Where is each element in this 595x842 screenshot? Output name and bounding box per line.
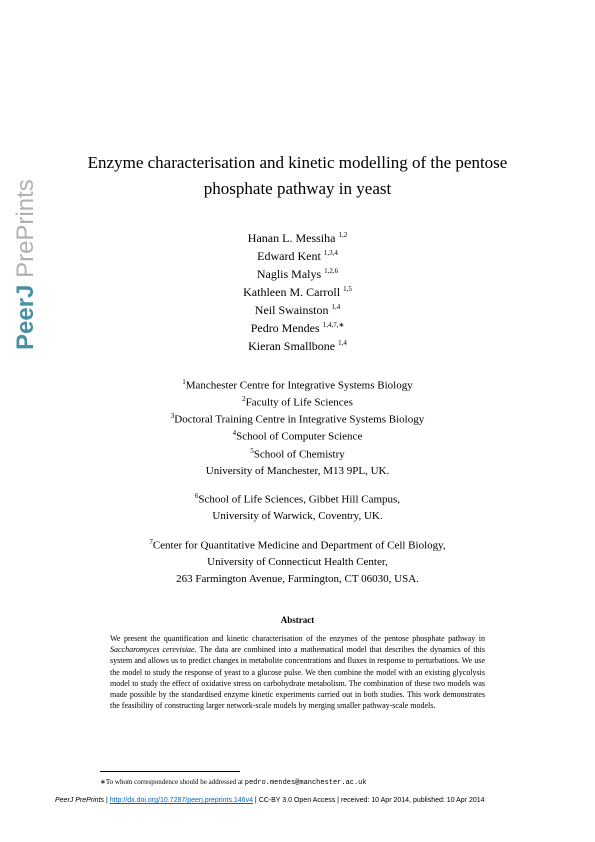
affil-line: 6School of Life Sciences, Gibbet Hill Ca…: [80, 491, 515, 508]
author: Kathleen M. Carroll 1,5: [80, 283, 515, 301]
correspondence-footnote: ∗To whom correspondence should be addres…: [100, 778, 367, 787]
journal-name: PeerJ PrePrints: [55, 797, 104, 804]
affil-line: University of Warwick, Coventry, UK.: [80, 508, 515, 525]
affil-line: University of Connecticut Health Center,: [80, 554, 515, 571]
doi-link[interactable]: http://dx.doi.org/10.7287/peerj.preprint…: [110, 797, 253, 804]
affil-line: 5School of Chemistry: [80, 446, 515, 463]
affil-line: 3Doctoral Training Centre in Integrative…: [80, 411, 515, 428]
author: Neil Swainston 1,4: [80, 301, 515, 319]
affil-line: 7Center for Quantitative Medicine and De…: [80, 537, 515, 554]
received-date: received: 10 Apr 2014: [341, 797, 409, 804]
published-date: published: 10 Apr 2014: [413, 797, 485, 804]
author: Hanan L. Messiha 1,2: [80, 229, 515, 247]
affil-line: 4School of Computer Science: [80, 428, 515, 445]
affil-group: 1Manchester Centre for Integrative Syste…: [80, 377, 515, 479]
affil-line: 263 Farmington Avenue, Farmington, CT 06…: [80, 571, 515, 588]
affil-group: 6School of Life Sciences, Gibbet Hill Ca…: [80, 491, 515, 525]
paper-title: Enzyme characterisation and kinetic mode…: [80, 150, 515, 201]
author: Naglis Malys 1,2,6: [80, 265, 515, 283]
correspondence-email: pedro.mendes@manchester.ac.uk: [245, 779, 367, 787]
watermark-j: J: [12, 285, 39, 298]
abstract-text: We present the quantification and kineti…: [80, 633, 515, 711]
author: Pedro Mendes 1,4,7,∗: [80, 319, 515, 337]
author-list: Hanan L. Messiha 1,2 Edward Kent 1,3,4 N…: [80, 229, 515, 355]
abstract-label: Abstract: [80, 615, 515, 625]
affil-group: 7Center for Quantitative Medicine and De…: [80, 537, 515, 587]
affiliations: 1Manchester Centre for Integrative Syste…: [80, 377, 515, 587]
license: CC-BY 3.0 Open Access: [259, 797, 336, 804]
page-footer: PeerJ PrePrints | http://dx.doi.org/10.7…: [55, 797, 555, 804]
footer-divider: [100, 771, 240, 772]
watermark-peer: Peer: [12, 298, 39, 350]
affil-line: 2Faculty of Life Sciences: [80, 394, 515, 411]
watermark: PeerJ PrePrints: [12, 179, 40, 350]
author: Kieran Smallbone 1,4: [80, 337, 515, 355]
author: Edward Kent 1,3,4: [80, 247, 515, 265]
affil-line: University of Manchester, M13 9PL, UK.: [80, 463, 515, 480]
watermark-preprints: PrePrints: [12, 179, 39, 284]
affil-line: 1Manchester Centre for Integrative Syste…: [80, 377, 515, 394]
page-content: Enzyme characterisation and kinetic mode…: [0, 0, 595, 751]
